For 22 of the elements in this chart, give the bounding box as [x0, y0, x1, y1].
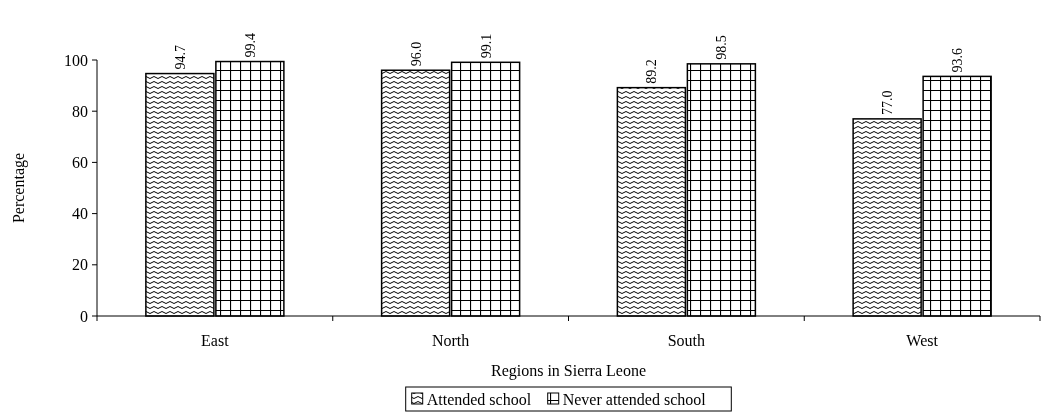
legend-label: Never attended school — [562, 390, 707, 408]
data-label: 99.4 — [242, 33, 258, 58]
x-tick-label: North — [431, 332, 470, 349]
data-label: 98.5 — [714, 35, 730, 60]
y-axis-title: Percentage — [10, 152, 28, 224]
data-label: 77.0 — [880, 90, 896, 115]
legend-label: Attended school — [426, 390, 532, 408]
x-tick-label: East — [201, 332, 230, 349]
y-tick-label: 0 — [80, 307, 88, 325]
y-tick-label: 20 — [72, 256, 88, 274]
data-label: 99.1 — [478, 33, 494, 59]
y-tick-label: 100 — [64, 51, 88, 69]
y-tick-label: 40 — [72, 205, 88, 223]
data-label: 94.7 — [172, 45, 188, 70]
y-tick-label: 60 — [72, 154, 88, 171]
x-tick-label: South — [667, 332, 706, 349]
y-tick-label: 80 — [72, 102, 88, 120]
x-axis-title: Regions in Sierra Leone — [490, 362, 647, 380]
x-tick-label: West — [906, 332, 939, 349]
data-label: 96.0 — [408, 41, 424, 67]
data-label: 93.6 — [950, 47, 966, 73]
data-label: 89.2 — [644, 59, 660, 84]
